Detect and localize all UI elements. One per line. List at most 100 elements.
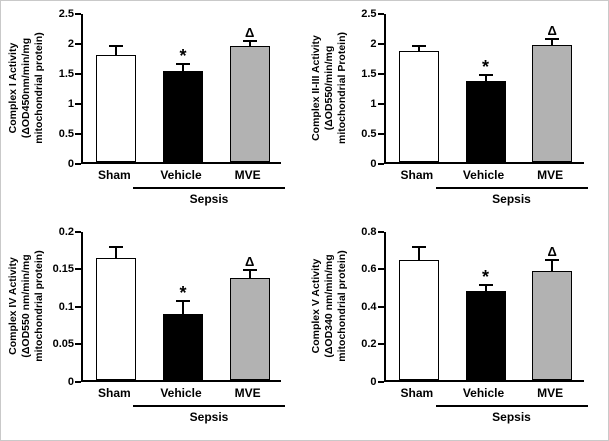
group-bracket-row: Sepsis [81, 404, 285, 438]
y-tick-mark [75, 103, 81, 105]
y-tick-mark [75, 305, 81, 308]
bar-vehicle [163, 70, 203, 162]
y-tick-mark [377, 103, 384, 105]
y-tick-label: 0.4 [361, 300, 377, 313]
y-tick-label: 0 [67, 375, 74, 388]
significance-marker: Δ [244, 25, 255, 40]
group-label-sepsis: Sepsis [492, 192, 531, 206]
y-tick-label: 0.8 [361, 225, 377, 238]
y-axis-label-line: Complex IV Activity [6, 256, 19, 355]
bar-vehicle [163, 313, 203, 380]
x-axis-label-vehicle: Vehicle [462, 168, 505, 182]
y-tick-mark [377, 163, 384, 165]
y-tick-mark [377, 73, 384, 75]
y-axis-label-line: mitochondrial protein) [32, 32, 45, 144]
chart-panel-3: Complex IV Activity (ΔOD550 nm/min/mg mito… [3, 223, 306, 441]
y-axis-label-line: (ΔOD450nm/min/mg [19, 37, 32, 139]
error-bar [551, 261, 554, 271]
y-tick-label: 0 [370, 158, 377, 170]
y-axis-label-line: mitochondrial protein) [32, 249, 45, 362]
x-axis-label-sham: Sham [98, 168, 131, 182]
error-bar [248, 270, 251, 279]
error-bar-cap [411, 44, 426, 47]
y-tick-mark [75, 163, 81, 165]
y-tick-mark [377, 380, 384, 383]
group-label-sepsis: Sepsis [492, 409, 531, 424]
y-tick-label: 0.2 [361, 338, 377, 350]
y-axis-label-line: Complex II-III Activity [309, 35, 322, 141]
error-bar [417, 248, 420, 260]
group-bracket-row: Sepsis [81, 186, 285, 220]
sepsis-bracket-line [435, 187, 588, 189]
x-axis-label-sham: Sham [400, 168, 434, 182]
bar-sham [96, 55, 137, 162]
x-axis-label-sham: Sham [98, 385, 131, 400]
error-bar-cap [545, 38, 560, 41]
error-bar-cap [545, 259, 560, 262]
error-bar-cap [176, 62, 190, 65]
y-axis-label-line: (ΔOD550/min/mg [322, 45, 335, 131]
y-axis-label: Complex II-III Activity (ΔOD550/min/mg mit… [306, 5, 352, 223]
y-tick-label: 1 [370, 98, 377, 110]
y-tick-mark [75, 43, 81, 45]
error-bar-cap [411, 246, 426, 249]
y-tick-label: 0.1 [58, 300, 74, 313]
y-tick-mark [75, 230, 81, 233]
y-tick-label: 0.05 [52, 338, 74, 350]
y-tick-label: 0.2 [58, 225, 74, 238]
x-axis-label-vehicle: Vehicle [160, 385, 202, 400]
bar-sham [398, 259, 439, 380]
y-axis-label-text: Complex I Activity (ΔOD450nm/min/mg mitoch… [7, 0, 45, 188]
significance-marker: * [481, 266, 489, 287]
chart-column: 0 0.2 0.4 0.6 0.8 * Δ Sham Vehicle MVE Sepsis [352, 223, 588, 441]
x-axis-label-sham: Sham [400, 385, 434, 400]
y-tick-mark [377, 13, 384, 15]
y-tick-label: 0 [67, 158, 74, 170]
group-bracket-row: Sepsis [384, 186, 588, 220]
y-tick-label: 0.6 [361, 263, 377, 275]
error-bar [182, 64, 184, 71]
chart-column: 0 0.5 1 1.5 2 2.5 * Δ Sham Vehicle MVE Sepsis [352, 5, 588, 223]
bar-mve [229, 46, 270, 162]
error-bar [115, 47, 118, 56]
error-bar [182, 301, 184, 314]
group-label-sepsis: Sepsis [189, 409, 229, 424]
y-axis-label-line: Complex V Activity [309, 258, 322, 353]
plot-area: 0 0.5 1 1.5 2 2.5 * Δ [59, 8, 281, 170]
error-bar-cap [478, 283, 493, 286]
y-tick-label: 1.5 [361, 68, 377, 80]
error-bar-cap [242, 40, 257, 42]
error-bar-cap [176, 299, 190, 302]
error-bar [551, 40, 554, 45]
y-tick-label: 2 [370, 38, 377, 50]
y-tick-mark [377, 230, 384, 233]
error-bar [484, 285, 487, 292]
y-axis-label-line: mitochondrial protein) [334, 249, 347, 362]
y-tick-label: 1.5 [58, 68, 74, 80]
y-axis-label-line: Complex I Activity [6, 42, 19, 134]
x-axis-label-mve: MVE [234, 385, 261, 400]
y-tick-label: 1 [67, 98, 74, 110]
bar-sham [398, 51, 439, 162]
x-axis-label-vehicle: Vehicle [160, 168, 202, 182]
significance-marker: Δ [547, 23, 557, 39]
y-tick-mark [75, 73, 81, 75]
error-bar [417, 46, 420, 51]
significance-marker: Δ [244, 253, 255, 269]
bar-vehicle [465, 291, 506, 380]
chart-panel-4: Complex V Activity (ΔOD340 nm/min/mg mitoc… [306, 223, 609, 441]
bar-vehicle [465, 81, 506, 162]
significance-marker: * [179, 45, 187, 66]
y-axis-label-line: mitochondrial Protein) [334, 32, 347, 145]
x-axis-label-mve: MVE [537, 168, 564, 182]
error-bar [115, 248, 118, 258]
chart-column: 0 0.5 1 1.5 2 2.5 * Δ Sham Vehicle MVE Sepsis [49, 5, 285, 223]
error-bar-cap [109, 45, 124, 48]
y-tick-label: 2.5 [361, 8, 377, 20]
y-tick-mark [377, 305, 384, 308]
y-axis-label-line: (ΔOD550 nm/min/mg [19, 253, 32, 358]
y-axis-label: Complex IV Activity (ΔOD550 nm/min/mg mito… [3, 223, 49, 441]
y-axis-label-text: Complex V Activity (ΔOD340 nm/min/mg mitoc… [309, 206, 347, 406]
y-tick-label: 0.5 [361, 128, 377, 140]
